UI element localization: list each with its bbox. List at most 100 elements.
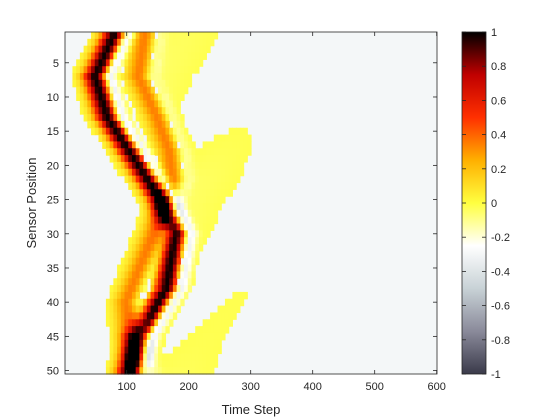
heat-cell [176, 264, 181, 272]
heat-cell [202, 209, 207, 218]
heat-cell [198, 339, 204, 348]
heat-cell [172, 298, 178, 307]
heat-cell [165, 189, 170, 197]
x-axis-label: Time Step [222, 402, 281, 417]
heat-cell [135, 32, 140, 40]
heat-cell [135, 237, 140, 245]
heat-cell [131, 230, 137, 238]
heat-cell [117, 32, 122, 40]
heat-cell [228, 134, 233, 143]
heat-cell [154, 196, 159, 204]
y-tick-label: 50 [47, 366, 59, 378]
heat-cell [143, 161, 148, 170]
heat-cell [184, 161, 189, 170]
heat-cell [187, 223, 193, 231]
heat-cell [109, 353, 114, 361]
heat-cell [224, 312, 230, 320]
heat-cell [191, 148, 196, 156]
heat-cell [195, 230, 200, 238]
heat-cell [143, 230, 148, 238]
heat-cell [128, 175, 133, 184]
colorbar-tick-label: 1 [491, 27, 497, 39]
heat-cell [195, 59, 200, 67]
heat-cell [195, 203, 200, 211]
heat-cell [117, 38, 122, 47]
heat-cell [217, 196, 222, 204]
heat-cell [165, 155, 170, 163]
heat-cell [202, 367, 207, 375]
heat-cell [146, 134, 152, 143]
heat-cell [158, 32, 163, 40]
heat-cell [158, 353, 163, 361]
heat-cell [221, 182, 226, 190]
heat-cell [206, 38, 211, 47]
heat-cell [143, 175, 148, 184]
heat-cell [161, 339, 167, 348]
heat-cell [180, 353, 185, 361]
heat-cell [113, 339, 118, 348]
heat-cell [135, 161, 140, 170]
heat-cell [191, 168, 196, 177]
heat-cell [198, 203, 204, 211]
heat-cell [131, 161, 137, 170]
heat-cell [143, 244, 148, 252]
heat-cell [102, 134, 107, 143]
heat-cell [228, 319, 233, 327]
heat-cell [135, 216, 140, 225]
heat-cell [124, 298, 129, 307]
heat-cell [83, 114, 88, 122]
heat-cell [176, 244, 181, 252]
heat-cell [91, 45, 96, 54]
heat-cell [161, 189, 167, 197]
heat-cell [198, 367, 204, 375]
heat-cell [117, 107, 122, 115]
heat-cell [184, 278, 189, 286]
heat-cell [165, 360, 170, 368]
heat-cell [154, 107, 159, 115]
heat-cell [105, 38, 111, 47]
heat-cell [158, 93, 163, 101]
heat-cell [120, 52, 126, 60]
heat-cell [117, 52, 122, 60]
heat-cell [198, 332, 204, 341]
heat-cell [228, 155, 233, 163]
heat-cell [161, 230, 167, 238]
heat-cell [187, 216, 193, 225]
heat-cell [169, 100, 174, 108]
heat-cell [154, 45, 159, 54]
heat-cell [79, 79, 85, 88]
heat-cell [165, 223, 170, 231]
heat-cell [198, 52, 204, 60]
heat-cell [135, 367, 140, 375]
heat-cell [124, 278, 129, 286]
heat-cell [131, 305, 137, 314]
heat-cell [180, 73, 185, 81]
heat-cell [198, 209, 204, 218]
heat-cell [187, 250, 193, 259]
heat-cell [217, 134, 222, 143]
heat-cell [180, 114, 185, 122]
heat-cell [221, 312, 226, 320]
heat-cell [161, 93, 167, 101]
heat-cell [117, 148, 122, 156]
heat-cell [83, 86, 88, 95]
heat-cell [117, 346, 122, 355]
heat-cell [120, 127, 126, 136]
heat-cell [176, 168, 181, 177]
heat-cell [217, 326, 222, 334]
heat-cell [184, 141, 189, 149]
heat-cell [180, 38, 185, 47]
heat-cell [117, 127, 122, 136]
heat-cell [221, 332, 226, 341]
heat-cell [206, 216, 211, 225]
heat-cell [139, 360, 144, 368]
heat-cell [158, 264, 163, 272]
heat-cell [135, 223, 140, 231]
heat-cell [154, 319, 159, 327]
heat-cell [169, 203, 174, 211]
heat-cell [154, 189, 159, 197]
heat-cell [172, 148, 178, 156]
heat-cell [169, 278, 174, 286]
heat-cell [239, 134, 245, 143]
heat-cell [143, 298, 148, 307]
